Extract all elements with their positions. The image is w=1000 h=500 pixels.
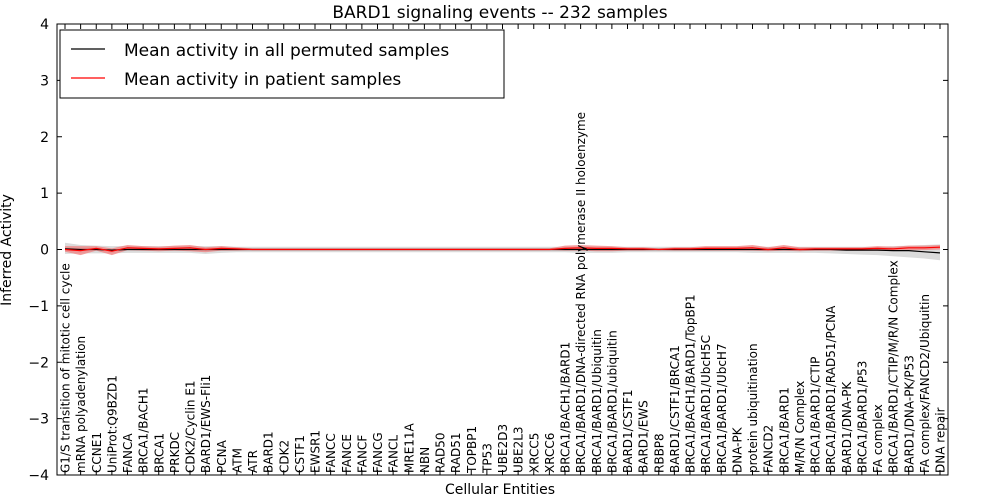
series-lines <box>64 246 941 254</box>
chart-title: BARD1 signaling events -- 232 samples <box>332 3 667 23</box>
x-category-label: FANCA <box>121 433 135 473</box>
y-tick-label: 1 <box>40 186 49 202</box>
y-tick-label: −3 <box>28 412 49 428</box>
x-category-label: FA complex/FANCD2/Ubiquitin <box>918 294 932 473</box>
x-category-label: BRCA1/BARD1/P53 <box>855 361 869 473</box>
x-category-label: RAD51 <box>449 432 463 473</box>
x-category-label: BARD1/EWS <box>637 400 651 473</box>
y-axis-ticks: −4 −3 −2 −1 0 1 2 3 4 <box>28 17 948 484</box>
x-category-label: PCNA <box>215 439 229 473</box>
x-category-label: TP53 <box>480 443 494 474</box>
y-tick-label: 4 <box>40 17 49 33</box>
x-category-label: UBE2L3 <box>512 426 526 473</box>
x-axis-category-labels: G1/S transition of mitotic cell cycle mRN… <box>59 24 948 475</box>
x-category-label: BARD1/EWS-Fli1 <box>199 375 213 473</box>
x-category-label: CDK2/Cyclin E1 <box>184 380 198 473</box>
legend-box <box>59 29 505 99</box>
x-category-label: MRE11A <box>402 422 416 473</box>
x-category-label: BARD1/DNA-PK/P53 <box>902 355 916 473</box>
y-tick-label: 3 <box>40 73 49 89</box>
x-category-label: ATR <box>246 450 260 473</box>
x-axis-label: Cellular Entities <box>445 482 555 498</box>
y-tick-label: 0 <box>40 243 49 259</box>
x-category-label: FANCE <box>340 434 354 473</box>
line-patient <box>64 246 941 252</box>
x-category-label: CCNE1 <box>90 432 104 473</box>
x-category-label: FANCF <box>355 435 369 473</box>
y-tick-label: −2 <box>28 355 49 371</box>
x-category-label: XRCC5 <box>527 433 541 473</box>
x-category-label: BARD1/CSTF1 <box>621 389 635 473</box>
x-category-label: BRCA1/BARD1/CTIP/M/R/N Complex <box>887 260 901 473</box>
x-category-label: BRCA1 <box>152 433 166 473</box>
legend: Mean activity in all permuted samples Me… <box>59 29 505 99</box>
x-category-label: G1/S transition of mitotic cell cycle <box>59 263 73 473</box>
x-category-label: RAD50 <box>434 432 448 473</box>
x-category-label: FANCG <box>371 432 385 473</box>
y-axis-label: Inferred Activity <box>0 194 15 306</box>
legend-label-permuted: Mean activity in all permuted samples <box>124 41 449 61</box>
x-category-label: ATM <box>230 448 244 473</box>
x-category-label: BRCA1/BACH1/BARD1/TopBP1 <box>684 294 698 473</box>
x-category-label: mRNA polyadenylation <box>74 336 88 473</box>
x-category-label: M/R/N Complex <box>793 381 807 473</box>
plot-frame <box>56 23 949 476</box>
x-category-label: BRCA1/BARD1/DNA-directed RNA polymerase … <box>574 112 588 473</box>
x-category-label: PRKDC <box>168 432 182 473</box>
x-category-label: XRCC6 <box>543 433 557 473</box>
x-category-label: BARD1/CSTF1/BRCA1 <box>668 345 682 473</box>
x-category-label: EWSR1 <box>309 430 323 473</box>
x-category-label: FA complex <box>871 404 885 473</box>
x-category-label: FANCC <box>324 433 338 473</box>
x-category-label: FANCL <box>387 435 401 473</box>
x-category-label: BRCA1/BACH1/BARD1 <box>559 342 573 473</box>
legend-label-patient: Mean activity in patient samples <box>124 70 401 90</box>
x-category-label: BARD1/DNA-PK <box>840 381 854 473</box>
y-tick-label: −1 <box>28 299 49 315</box>
confidence-bands <box>65 242 940 261</box>
x-category-label: DNA-PK <box>730 426 744 473</box>
x-category-label: BRCA1/BARD1/ubiquitin <box>605 330 619 473</box>
x-category-label: BRCA1/BARD1/UbcH7 <box>715 343 729 473</box>
x-category-label: CSTF1 <box>293 435 307 473</box>
x-category-label: UBE2D3 <box>496 424 510 473</box>
x-category-label: BRCA1/BARD1/CTIP <box>809 357 823 473</box>
x-category-label: FANCD2 <box>762 425 776 473</box>
y-tick-label: −4 <box>28 468 49 484</box>
x-category-label: TOPBP1 <box>465 426 479 474</box>
x-category-label: protein ubiquitination <box>746 343 760 473</box>
x-category-label: UniProt:Q9BZD1 <box>105 375 119 473</box>
x-category-label: CDK2 <box>277 440 291 473</box>
y-tick-label: 2 <box>40 130 49 146</box>
x-category-label: BRCA1/BARD1/Ubiquitin <box>590 329 604 473</box>
x-category-label: BRCA1/BARD1 <box>777 387 791 473</box>
x-category-label: BRCA1/BARD1/RAD51/PCNA <box>824 305 838 473</box>
x-category-label: BRCA1/BARD1/UbcH5C <box>699 335 713 473</box>
x-category-label: BARD1 <box>262 431 276 473</box>
x-category-label: RBBP8 <box>652 433 666 473</box>
x-category-label: DNA repair <box>934 407 948 473</box>
x-category-label: NBN <box>418 447 432 473</box>
x-category-label: BRCA1/BACH1 <box>137 387 151 473</box>
